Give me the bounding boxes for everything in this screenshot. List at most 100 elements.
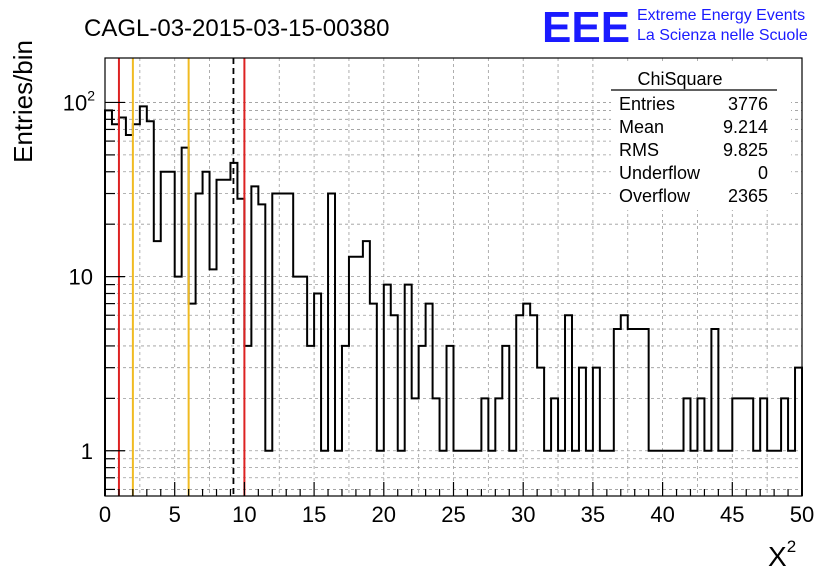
- histogram-bin: [349, 257, 356, 496]
- histogram-bin: [690, 451, 697, 496]
- histogram-bin: [628, 329, 635, 496]
- stats-value: 0: [758, 163, 768, 183]
- stats-box: ChiSquare Entries 3776 Mean 9.214 RMS 9.825 Un…: [611, 64, 791, 210]
- histogram-bin: [363, 241, 370, 496]
- y-tick-label: 1: [81, 439, 93, 464]
- histogram-bin: [300, 277, 307, 496]
- stats-label: Overflow: [619, 186, 691, 206]
- histogram-bin: [342, 346, 349, 496]
- histogram-bin: [495, 398, 502, 496]
- y-tick-label: 102: [63, 87, 95, 115]
- histogram-bin: [272, 194, 279, 496]
- histogram-bin: [614, 329, 621, 496]
- histogram-bin: [732, 398, 739, 496]
- histogram-bin: [426, 304, 433, 496]
- x-tick-label: 25: [441, 502, 465, 527]
- histogram-bin: [670, 451, 677, 496]
- histogram-bin: [558, 451, 565, 496]
- logo-line2: La Scienza nelle Scuole: [637, 27, 808, 44]
- histogram-bin: [656, 451, 663, 496]
- histogram-bin: [328, 194, 335, 496]
- histogram-bin: [537, 368, 544, 496]
- histogram-bin: [356, 257, 363, 496]
- histogram-bin: [760, 398, 767, 496]
- histogram-bin: [210, 269, 217, 496]
- x-tick-label: 20: [372, 502, 396, 527]
- histogram-bin: [377, 451, 384, 496]
- stats-box-background: [611, 64, 791, 210]
- x-tick-label: 10: [232, 502, 256, 527]
- histogram-bin: [447, 346, 454, 496]
- histogram-bin: [551, 398, 558, 496]
- chart-title: CAGL-03-2015-03-15-00380: [84, 15, 390, 42]
- stats-value: 3776: [728, 94, 768, 114]
- histogram-bin: [433, 398, 440, 496]
- histogram-bin: [119, 117, 126, 496]
- x-axis-title-main: X: [768, 541, 787, 572]
- histogram-bin: [607, 451, 614, 496]
- histogram-bin: [223, 180, 230, 496]
- histogram-bin: [481, 398, 488, 496]
- x-tick-label: 30: [511, 502, 535, 527]
- histogram-bin: [454, 451, 461, 496]
- histogram-bin: [530, 315, 537, 496]
- x-axis-title-sup: 2: [787, 537, 796, 556]
- x-tick-label: 40: [650, 502, 674, 527]
- grid: [105, 58, 802, 496]
- histogram-bin: [788, 451, 795, 496]
- histogram-bin: [753, 451, 760, 496]
- histogram-bin: [467, 451, 474, 496]
- x-tick-label: 45: [720, 502, 744, 527]
- histogram-bin: [739, 398, 746, 496]
- histogram-bin: [244, 346, 251, 496]
- histogram-bin: [307, 346, 314, 496]
- histogram-bin: [335, 451, 342, 496]
- stats-title: ChiSquare: [637, 69, 722, 89]
- stats-label: Underflow: [619, 163, 701, 183]
- histogram-bin: [725, 451, 732, 496]
- histogram-bin: [175, 277, 182, 496]
- x-tick-label: 50: [790, 502, 814, 527]
- histogram-bin: [161, 172, 168, 496]
- histogram-bin: [684, 398, 691, 496]
- histogram-bin: [502, 346, 509, 496]
- histogram: [104, 105, 803, 496]
- histogram-bin: [258, 204, 265, 496]
- logo-line1: Extreme Energy Events: [637, 7, 805, 24]
- histogram-bin: [140, 106, 147, 496]
- histogram-bin: [265, 451, 272, 496]
- histogram-bin: [321, 451, 328, 496]
- stats-value: 9.825: [723, 140, 768, 160]
- histogram-bin: [196, 194, 203, 496]
- histogram-bin: [279, 194, 286, 496]
- histogram-bin: [460, 451, 467, 496]
- histogram-bin: [746, 398, 753, 496]
- stats-label: RMS: [619, 140, 659, 160]
- histogram-bin: [572, 451, 579, 496]
- histogram-bin: [718, 451, 725, 496]
- histogram-outline: [104, 105, 803, 496]
- histogram-bin: [384, 285, 391, 496]
- histogram-bin: [314, 293, 321, 496]
- histogram-bin: [579, 368, 586, 496]
- stats-value: 9.214: [723, 117, 768, 137]
- eee-logo: EEE Extreme Energy Events La Scienza nel…: [542, 3, 808, 52]
- histogram-bin: [711, 329, 718, 496]
- y-axis-title: Entries/bin: [8, 40, 38, 163]
- histogram-bin: [133, 124, 140, 496]
- x-tick-label: 5: [169, 502, 181, 527]
- x-tick-label: 0: [99, 502, 111, 527]
- y-tick-label: 10: [69, 265, 93, 290]
- x-tick-labels: 0 5 10 15 20 25 30 35 40 45 50: [99, 502, 814, 527]
- histogram-bin: [635, 329, 642, 496]
- histogram-bin: [203, 172, 210, 496]
- y-tick-label-base: 10: [63, 90, 87, 115]
- histogram-bin: [509, 451, 516, 496]
- histogram-bin: [600, 451, 607, 496]
- x-tick-label: 15: [302, 502, 326, 527]
- histogram-bin: [405, 285, 412, 496]
- stats-rows: Entries 3776 Mean 9.214 RMS 9.825 Underflow 0 Ov…: [619, 94, 768, 206]
- histogram-bin: [593, 368, 600, 496]
